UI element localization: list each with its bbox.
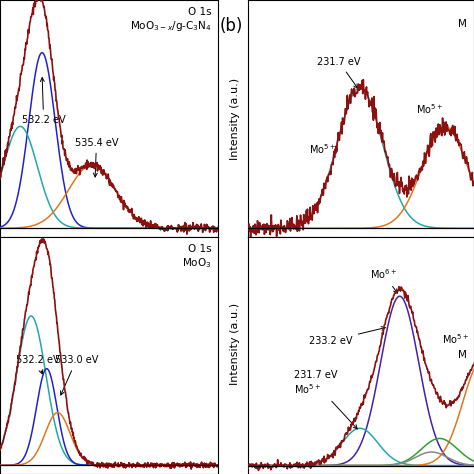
Text: Mo$^{5+}$: Mo$^{5+}$ xyxy=(310,143,337,156)
Text: O 1s
MoO$_3$: O 1s MoO$_3$ xyxy=(182,244,211,270)
Text: Mo$^{6+}$: Mo$^{6+}$ xyxy=(371,267,398,293)
Text: (b): (b) xyxy=(220,17,243,35)
Text: 231.7 eV
Mo$^{5+}$: 231.7 eV Mo$^{5+}$ xyxy=(293,370,357,429)
Text: M: M xyxy=(458,350,467,361)
Text: Intensity (a.u.): Intensity (a.u.) xyxy=(230,302,240,385)
Text: 533.0 eV: 533.0 eV xyxy=(55,356,98,395)
Text: M: M xyxy=(458,19,467,29)
Text: 233.2 eV: 233.2 eV xyxy=(310,327,385,346)
Text: Mo$^{5+}$: Mo$^{5+}$ xyxy=(442,332,469,346)
Text: Mo$^{5+}$: Mo$^{5+}$ xyxy=(416,102,443,116)
Text: O 1s
MoO$_{3-x}$/g-C$_3$N$_4$: O 1s MoO$_{3-x}$/g-C$_3$N$_4$ xyxy=(130,7,211,33)
Text: 532.2 eV: 532.2 eV xyxy=(16,356,59,374)
Text: 535.4 eV: 535.4 eV xyxy=(75,138,118,177)
Text: Intensity (a.u.): Intensity (a.u.) xyxy=(230,77,240,160)
Text: 231.7 eV: 231.7 eV xyxy=(318,57,361,88)
Text: 532.2 eV: 532.2 eV xyxy=(22,78,65,125)
